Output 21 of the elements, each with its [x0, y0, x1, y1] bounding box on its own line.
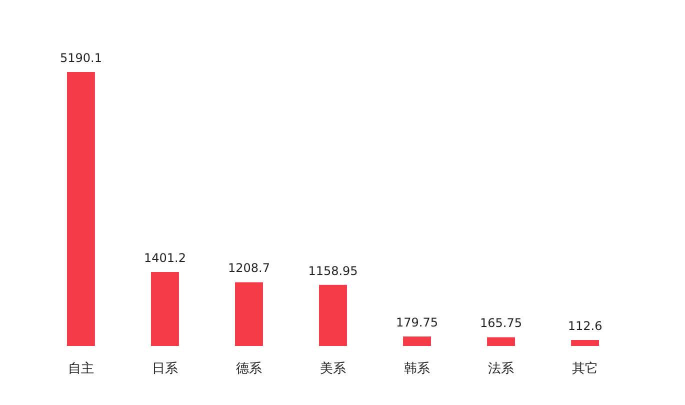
bar [66, 72, 95, 346]
bar [403, 336, 431, 346]
bar [150, 272, 179, 346]
data-label: 179.75 [396, 316, 438, 330]
data-label: 1158.95 [308, 264, 358, 278]
x-tick-label: 其它 [572, 360, 598, 376]
data-label: 5190.1 [60, 51, 102, 65]
x-tick-label: 法系 [488, 362, 514, 376]
bar [571, 340, 600, 346]
x-tick-label: 韩系 [404, 362, 430, 376]
bar [235, 282, 263, 346]
data-label: 1208.7 [228, 261, 270, 276]
bar [487, 337, 516, 346]
x-tick-label: 日系 [152, 362, 178, 376]
bar [319, 284, 347, 346]
data-label: 165.75 [480, 316, 522, 330]
x-tick-label: 美系 [320, 360, 346, 376]
x-tick-label: 德系 [236, 362, 262, 376]
data-label: 112.6 [568, 319, 602, 334]
x-tick-label: 自主 [68, 360, 94, 376]
data-label: 1401.2 [144, 251, 186, 266]
